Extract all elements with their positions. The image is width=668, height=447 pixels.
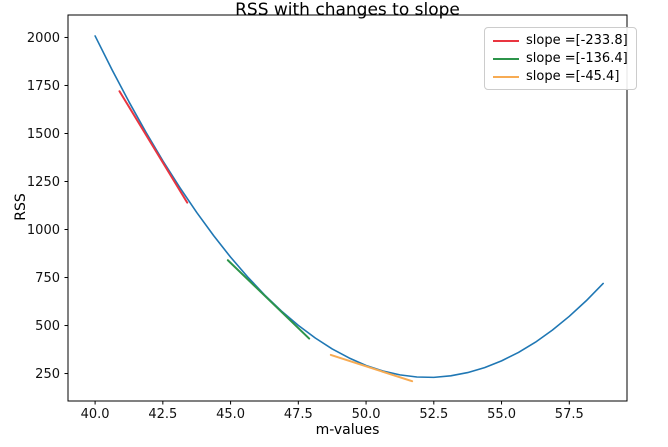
y-tick-label: 500: [35, 319, 60, 334]
series-line-tangent-mid: [226, 259, 311, 340]
legend-label: slope =[-45.4]: [526, 69, 620, 84]
legend-line-swatch-orange: [493, 75, 519, 78]
legend-item: slope =[-233.8]: [493, 33, 628, 48]
x-axis-label: m-values: [315, 422, 380, 438]
legend-line-swatch-red: [493, 39, 519, 42]
series-line-tangent-shallow: [329, 353, 414, 383]
x-tick-label: 42.5: [148, 407, 177, 422]
y-tick-label: 1000: [27, 223, 60, 238]
legend-label: slope =[-136.4]: [526, 51, 628, 66]
series-line-rss-curve: [94, 35, 604, 379]
y-axis-label: RSS: [13, 193, 29, 221]
y-tick-label: 1500: [27, 127, 60, 142]
x-tick-label: 47.5: [284, 407, 313, 422]
x-tick-label: 40.0: [81, 407, 110, 422]
legend-item: slope =[-45.4]: [493, 69, 628, 84]
axes-frame: [67, 14, 628, 402]
y-tick-label: 1250: [27, 175, 60, 190]
legend-line-swatch-green: [493, 57, 519, 60]
legend-item: slope =[-136.4]: [493, 51, 628, 66]
y-tick-label: 2000: [27, 31, 60, 46]
series-line-tangent-steep: [118, 90, 189, 204]
legend: slope =[-233.8] slope =[-136.4] slope =[…: [484, 27, 637, 90]
y-tick-label: 1750: [27, 79, 60, 94]
legend-label: slope =[-233.8]: [526, 33, 628, 48]
x-tick-label: 52.5: [419, 407, 448, 422]
x-tick-label: 50.0: [352, 407, 381, 422]
x-tick-label: 55.0: [487, 407, 516, 422]
y-tick-label: 250: [35, 367, 60, 382]
x-tick-label: 45.0: [216, 407, 245, 422]
x-tick-label: 57.5: [555, 407, 584, 422]
y-tick-label: 750: [35, 271, 60, 286]
